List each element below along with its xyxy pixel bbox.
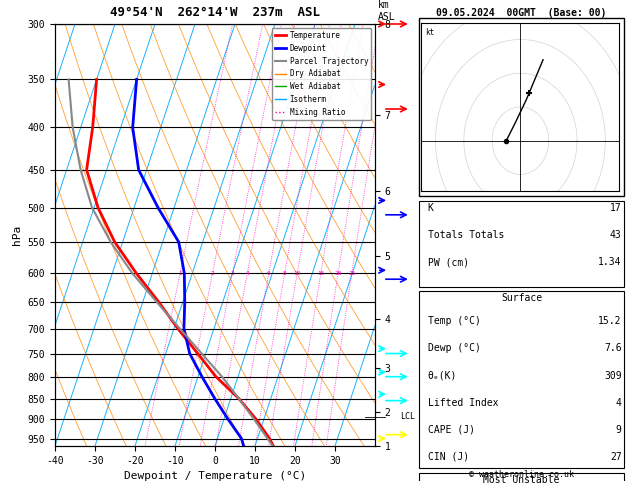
Text: kt: kt: [425, 28, 435, 36]
Text: PW (cm): PW (cm): [428, 257, 469, 267]
Text: km
ASL: km ASL: [378, 0, 396, 21]
Text: 309: 309: [604, 370, 621, 381]
Text: Totals Totals: Totals Totals: [428, 230, 504, 240]
Text: Dewp (°C): Dewp (°C): [428, 344, 481, 353]
Text: © weatheronline.co.uk: © weatheronline.co.uk: [469, 469, 574, 479]
Bar: [420, 201, 624, 287]
Text: 15: 15: [317, 271, 325, 276]
Text: 1.34: 1.34: [598, 257, 621, 267]
Text: CIN (J): CIN (J): [428, 452, 469, 462]
Y-axis label: hPa: hPa: [12, 225, 22, 245]
Bar: [420, 292, 624, 468]
Text: 43: 43: [610, 230, 621, 240]
Text: CAPE (J): CAPE (J): [428, 425, 475, 434]
Text: Surface: Surface: [501, 294, 542, 303]
Text: 4: 4: [616, 398, 621, 408]
Legend: Temperature, Dewpoint, Parcel Trajectory, Dry Adiabat, Wet Adiabat, Isotherm, Mi: Temperature, Dewpoint, Parcel Trajectory…: [272, 28, 371, 120]
Text: 20: 20: [335, 271, 342, 276]
Text: θₑ(K): θₑ(K): [428, 370, 457, 381]
Text: 49°54'N  262°14'W  237m  ASL: 49°54'N 262°14'W 237m ASL: [110, 6, 320, 19]
Text: 6: 6: [267, 271, 270, 276]
Text: 09.05.2024  00GMT  (Base: 00): 09.05.2024 00GMT (Base: 00): [437, 8, 607, 18]
Bar: [420, 18, 624, 196]
Text: 4: 4: [245, 271, 249, 276]
Text: Temp (°C): Temp (°C): [428, 316, 481, 327]
Text: 3: 3: [231, 271, 235, 276]
Text: 7.6: 7.6: [604, 344, 621, 353]
Text: 9: 9: [616, 425, 621, 434]
Text: 10: 10: [294, 271, 301, 276]
Text: 8: 8: [282, 271, 286, 276]
Text: Lifted Index: Lifted Index: [428, 398, 498, 408]
Text: 25: 25: [348, 271, 355, 276]
Text: 2: 2: [211, 271, 214, 276]
Text: LCL: LCL: [401, 412, 416, 421]
Text: Most Unstable: Most Unstable: [483, 475, 560, 485]
Text: 15.2: 15.2: [598, 316, 621, 327]
Bar: [420, 473, 624, 486]
Text: K: K: [428, 203, 433, 213]
Text: 27: 27: [610, 452, 621, 462]
X-axis label: Dewpoint / Temperature (°C): Dewpoint / Temperature (°C): [124, 471, 306, 481]
Text: 17: 17: [610, 203, 621, 213]
Text: 1: 1: [178, 271, 182, 276]
